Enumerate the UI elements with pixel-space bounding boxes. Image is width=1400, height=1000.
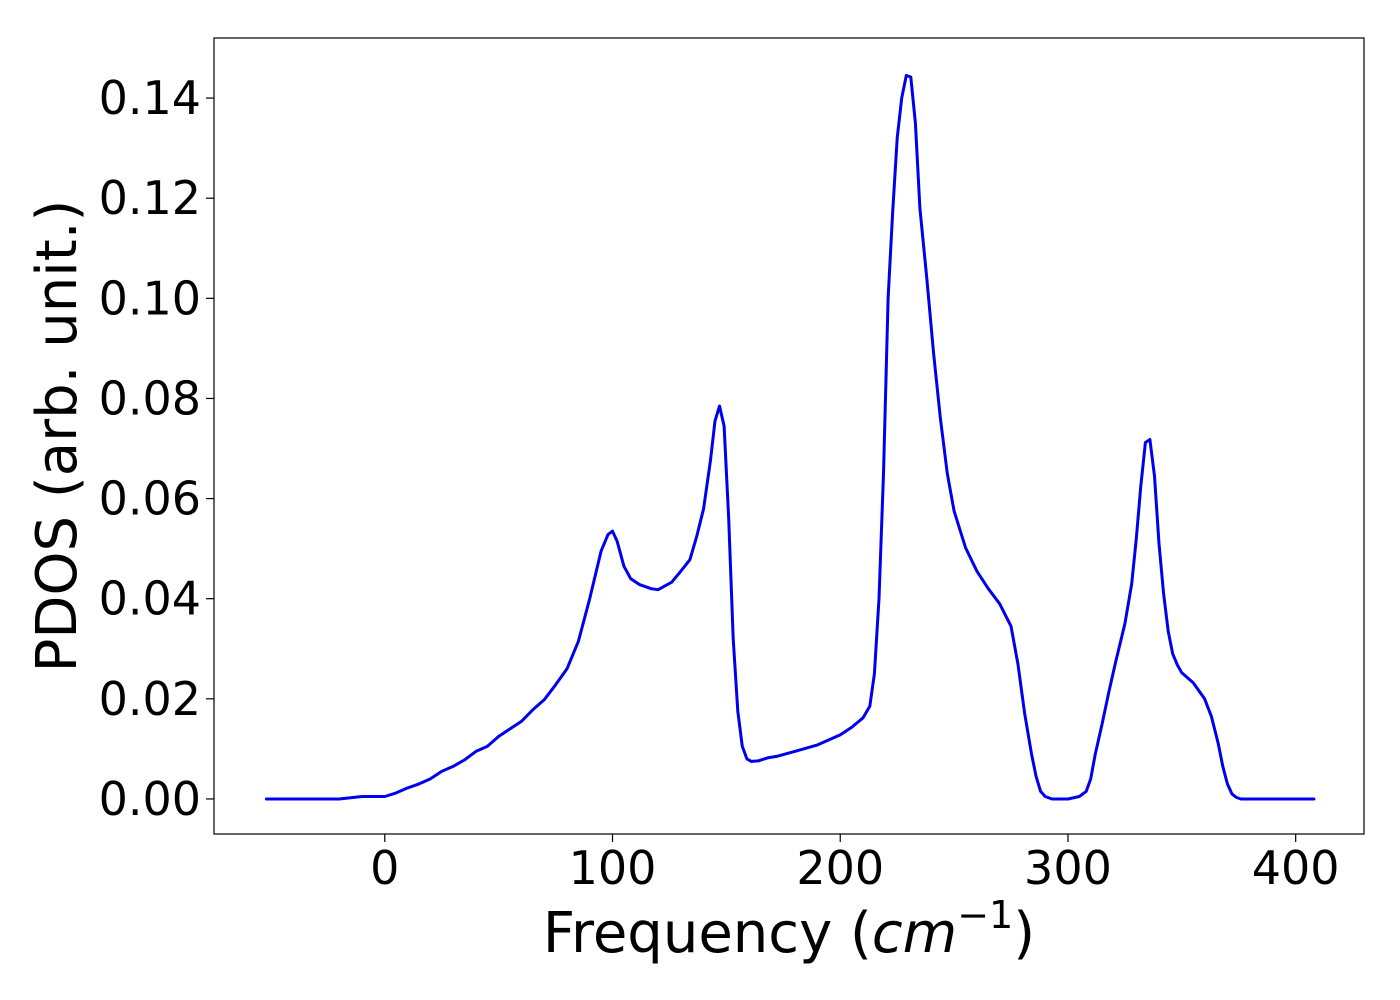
x-axis-label-main: Frequency ( xyxy=(543,901,872,966)
x-tick-label: 300 xyxy=(1024,841,1112,895)
y-tick-label: 0.06 xyxy=(99,472,201,526)
y-tick-label: 0.08 xyxy=(99,371,201,425)
y-tick-label: 0.04 xyxy=(99,572,201,626)
y-tick-label: 0.12 xyxy=(99,171,201,225)
y-tick-label: 0.10 xyxy=(99,271,201,325)
x-axis-label-var: cm xyxy=(872,901,957,966)
x-tick-label: 100 xyxy=(569,841,657,895)
x-tick-label: 400 xyxy=(1252,841,1340,895)
x-axis-label-sup: −1 xyxy=(957,893,1013,937)
x-tick-label: 0 xyxy=(370,841,399,895)
y-axis-label: PDOS (arb. unit.) xyxy=(25,200,90,673)
y-tick-label: 0.02 xyxy=(99,672,201,726)
y-tick-label: 0.00 xyxy=(99,772,201,826)
x-tick-label: 200 xyxy=(796,841,884,895)
plot-area-frame xyxy=(213,37,1365,835)
x-axis-label: Frequency (cm−1) xyxy=(543,893,1035,966)
pdos-series-line xyxy=(264,74,1316,801)
y-ticks: 0.00 0.02 0.04 0.06 0.08 0.10 0.12 0.14 xyxy=(99,71,214,826)
y-tick-label: 0.14 xyxy=(99,71,201,125)
x-ticks: 0 100 200 300 400 xyxy=(370,834,1340,895)
x-axis-label-close: ) xyxy=(1013,901,1035,966)
series-layer xyxy=(264,74,1316,801)
